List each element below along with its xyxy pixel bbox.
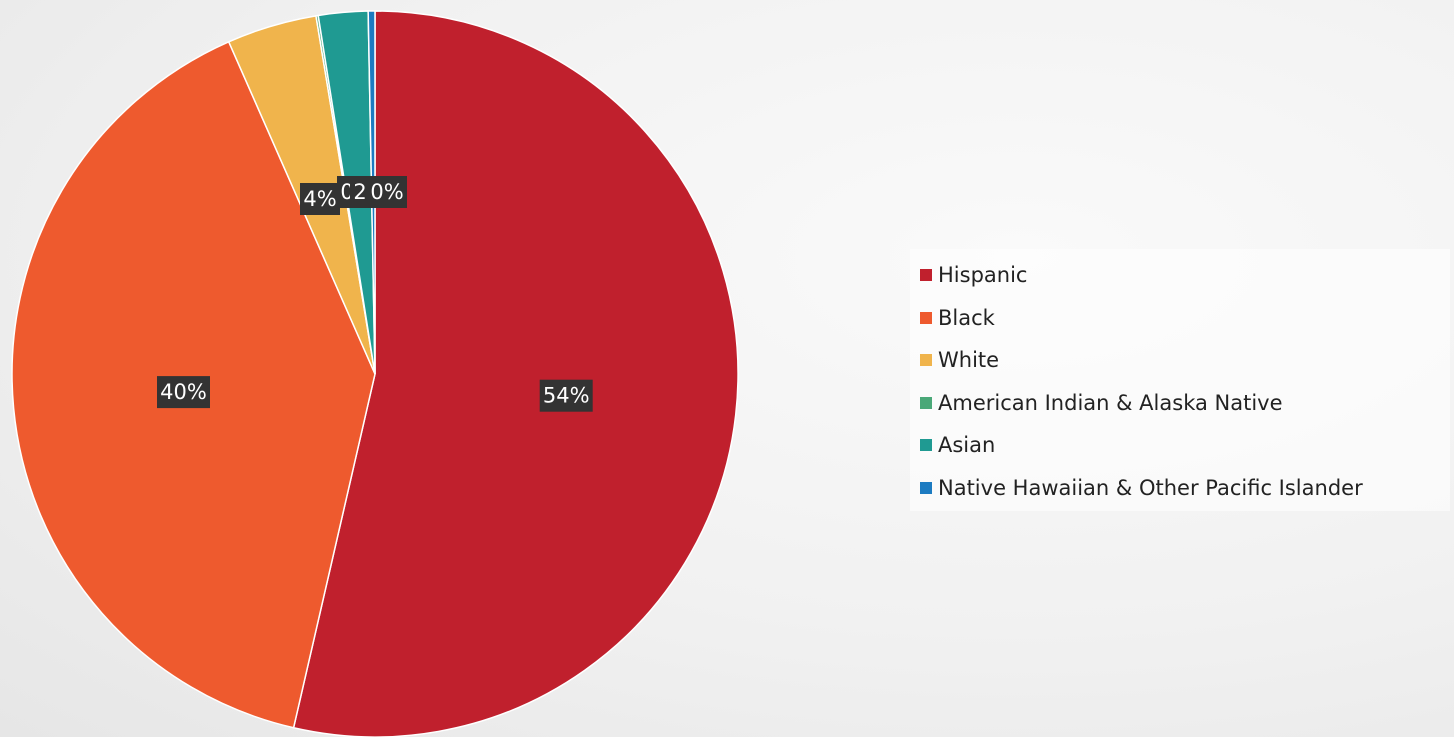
legend-item-white: White: [920, 339, 1450, 382]
legend-item-black: Black: [920, 297, 1450, 340]
pie-slices: [11, 10, 739, 737]
legend-item-native-hawaiian-and-other-pacific-islander: Native Hawaiian & Other Pacific Islander: [920, 467, 1450, 510]
chart-legend: Hispanic Black White American Indian & Alas…: [910, 249, 1450, 511]
legend-swatch: [920, 396, 932, 409]
data-label-native-hawaiian-and-other-pacific-islander: 0%: [367, 176, 407, 208]
legend-item-asian: Asian: [920, 424, 1450, 467]
data-label-black: 40%: [157, 376, 210, 409]
data-label-hispanic: 54%: [539, 379, 593, 412]
legend-label: Native Hawaiian & Other Pacific Islander: [938, 475, 1363, 500]
data-label-box: [367, 176, 407, 208]
legend-label: Hispanic: [938, 263, 1028, 288]
legend-swatch: [920, 481, 932, 494]
data-label-box: [539, 379, 593, 412]
legend-item-hispanic: Hispanic: [920, 254, 1450, 297]
legend-swatch: [920, 311, 932, 324]
data-label-text: 0%: [370, 180, 403, 204]
legend-swatch: [920, 354, 932, 367]
data-label-white: 4%: [300, 183, 340, 215]
legend-label: American Indian & Alaska Native: [938, 390, 1283, 415]
legend-swatch: [920, 439, 932, 452]
legend-label: White: [938, 348, 1000, 373]
legend-label: Asian: [938, 433, 996, 458]
legend-swatch: [920, 269, 932, 282]
pie-data-labels: 54%40%4%0%2%0%: [157, 176, 593, 412]
data-label-box: [157, 376, 210, 409]
data-label-text: 4%: [303, 187, 336, 211]
legend-label: Black: [938, 305, 995, 330]
data-label-box: [300, 183, 340, 215]
data-label-text: 54%: [543, 384, 590, 408]
legend-item-american-indian-and-alaska-native: American Indian & Alaska Native: [920, 382, 1450, 425]
data-label-text: 40%: [160, 380, 207, 404]
